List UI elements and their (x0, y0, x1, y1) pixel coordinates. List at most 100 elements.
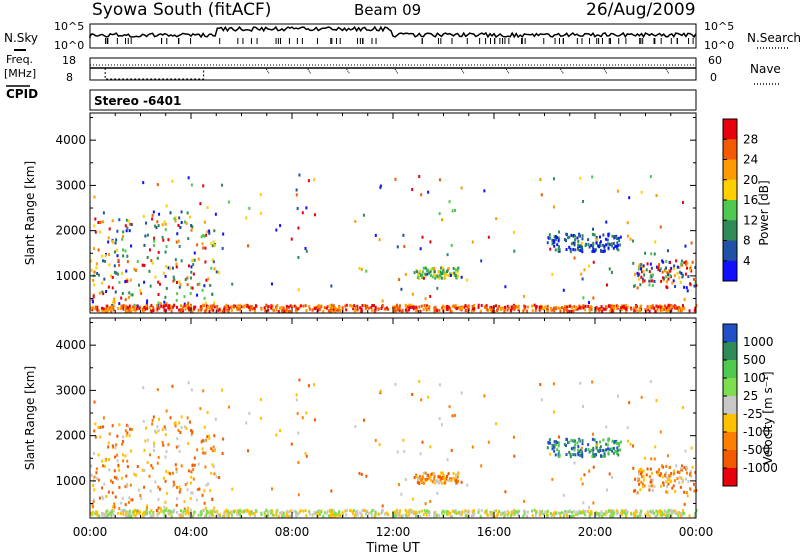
power-echo (620, 306, 623, 310)
power-echo (640, 270, 643, 274)
power-echo (353, 309, 356, 313)
power-echo (327, 309, 330, 313)
power-echo (407, 305, 410, 309)
power-echo (436, 286, 439, 290)
power-echo (285, 309, 288, 313)
power-echo (377, 307, 380, 311)
power-echo (440, 266, 443, 270)
velocity-echo (551, 513, 554, 517)
power-echo (641, 277, 644, 281)
power-echo (667, 277, 670, 281)
velocity-echo (626, 426, 629, 430)
power-echo (661, 259, 664, 263)
power-echo (187, 301, 190, 305)
velocity-echo (548, 438, 551, 442)
power-echo (345, 308, 348, 312)
power-echo (113, 264, 116, 268)
power-echo (526, 309, 529, 313)
velocity-echo (394, 514, 397, 518)
velocity-echo (124, 485, 127, 489)
velocity-echo (107, 445, 110, 449)
velocity-echo (184, 483, 187, 487)
velocity-echo (345, 513, 348, 517)
velocity-echo (213, 472, 216, 476)
power-echo (450, 243, 453, 247)
velocity-echo (554, 453, 557, 457)
velocity-echo (591, 450, 594, 454)
velocity-echo (374, 438, 377, 442)
velocity-echo (360, 472, 363, 476)
power-echo (296, 207, 299, 211)
power-echo (133, 267, 136, 271)
velocity-echo (367, 511, 370, 515)
velocity-echo (209, 509, 212, 513)
power-echo (492, 305, 495, 309)
velocity-echo (445, 475, 448, 479)
power-echo (565, 308, 568, 312)
power-echo (352, 307, 355, 311)
y-tick-label: 1000 (55, 474, 86, 488)
power-echo (211, 308, 214, 312)
power-echo (283, 309, 286, 313)
power-echo (395, 303, 398, 307)
power-echo (214, 212, 217, 216)
power-echo (507, 306, 510, 310)
power-echo (640, 190, 643, 194)
power-echo (134, 304, 137, 308)
power-echo (489, 305, 492, 309)
velocity-echo (686, 466, 689, 470)
power-echo (356, 307, 359, 311)
power-echo (191, 258, 194, 262)
velocity-echo (626, 510, 629, 514)
velocity-echo (689, 487, 692, 491)
freq-dip (394, 68, 399, 75)
power-echo (471, 240, 474, 244)
velocity-echo (513, 511, 516, 515)
velocity-echo (362, 508, 365, 512)
power-echo (647, 307, 650, 311)
velocity-echo (124, 454, 127, 458)
power-echo (359, 306, 362, 310)
power-echo (298, 305, 301, 309)
power-colorbar-label: Power [dB] (757, 180, 771, 245)
power-echo (196, 293, 199, 297)
power-echo (421, 235, 424, 239)
velocity-echo (315, 511, 318, 515)
velocity-echo (107, 513, 110, 517)
power-echo (651, 273, 654, 277)
power-echo (107, 240, 110, 244)
velocity-echo (415, 475, 418, 479)
power-echo (122, 254, 125, 258)
velocity-echo (438, 383, 441, 387)
velocity-echo (640, 509, 643, 513)
power-echo (125, 307, 128, 311)
velocity-echo (568, 440, 571, 444)
power-echo (156, 183, 159, 187)
velocity-echo (128, 509, 131, 513)
velocity-echo (330, 514, 333, 518)
velocity-echo (318, 512, 321, 516)
power-echo (617, 189, 620, 193)
velocity-echo (118, 468, 121, 472)
power-echo (522, 309, 525, 313)
velocity-echo (134, 473, 137, 477)
power-echo (130, 223, 133, 227)
velocity-echo (107, 441, 110, 445)
velocity-echo (248, 511, 251, 515)
power-echo (655, 194, 658, 198)
power-echo (574, 248, 577, 252)
velocity-echo (356, 512, 359, 516)
power-echo (156, 256, 159, 260)
power-echo (630, 307, 633, 311)
velocity-echo (431, 480, 434, 484)
power-echo (295, 188, 298, 192)
nsky-label: N.Sky (4, 31, 38, 45)
velocity-echo (386, 512, 389, 516)
power-echo (467, 305, 470, 309)
velocity-echo (684, 477, 687, 481)
power-echo (398, 306, 401, 310)
velocity-echo (280, 510, 283, 514)
velocity-echo (372, 509, 375, 513)
colorbar-tick-label: 100 (743, 371, 766, 385)
power-echo (138, 306, 141, 310)
